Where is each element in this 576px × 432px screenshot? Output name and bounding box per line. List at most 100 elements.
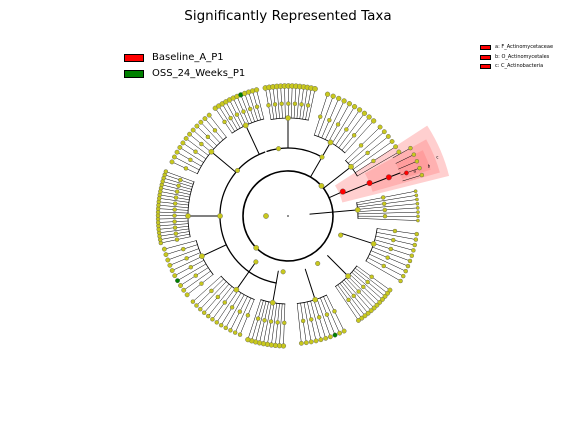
branch-leaf-9-7 [240,94,252,124]
branch-leaf-12-1 [347,131,385,164]
branch-leaf-1-9 [164,240,197,250]
node-family-2-8 [215,294,221,300]
branch-leaf-3-7 [255,300,267,343]
branch-leaf-0-19 [163,177,193,188]
node-family-0-4 [172,225,178,230]
node-family-0-6 [172,219,177,224]
node-leaf-11-2 [336,95,342,102]
clade-swatch-c [480,63,491,69]
node-family-10-2 [272,102,278,107]
node-leaf-1-7 [165,257,171,263]
node-family-10-8 [292,101,298,107]
branch-leaf-4-7 [303,302,312,343]
clade-label-c: c: C_Actinobacteria [495,63,544,69]
node-leaf-12-2 [385,134,391,139]
node-leaf-1-5 [169,268,175,273]
branch-leaf-0-7 [157,218,189,220]
node-leaf-5-9 [362,313,368,319]
branch-leaf-8-11 [208,114,227,138]
branch-leaf-10-1 [268,87,275,120]
node-leaf-6-0 [414,231,419,237]
clade-label-a: a: F_Actinomycetaceae [495,44,554,50]
branch-leaf-0-17 [161,184,192,193]
branch-leaf-10-13 [308,88,316,121]
branch-actinomycetales [343,182,371,195]
node-family-6-6 [385,255,390,260]
branch-leaf-0-11 [158,204,189,208]
node-leaf-8-0 [169,159,175,165]
node-leaf-9-11 [253,87,260,93]
branch-leaf-11-7 [338,113,365,149]
branch-leaf-0-3 [158,228,190,234]
node-family-10-6 [286,101,291,106]
clade-highlight-group: cb a [334,125,450,203]
node-class-top [276,146,282,152]
branch-leaf-8-5 [185,138,209,156]
branch-leaf-9-3 [225,101,241,129]
node-family-5-8 [351,293,356,299]
node-leaf-4-4 [323,335,329,341]
node-leaf-6-9 [398,278,403,284]
node-family-3-0 [282,320,287,326]
node-leaf-4-3 [327,334,333,340]
node-actino-leaf-4 [419,172,425,178]
node-leaf-4-0 [341,328,347,334]
clade-label-b: b: O_Actinomycetales [495,54,550,60]
node-family-4-6 [309,317,314,322]
node-leaf-1-3 [175,278,180,284]
node-family-7-4 [382,207,388,213]
node-leaf-1-6 [167,262,173,268]
node-leaf-4-1 [337,330,343,336]
node-leaf-2-9 [198,307,203,312]
node-root [287,214,290,217]
node-leaf-12-0 [377,124,383,130]
branch-leaf-6-7 [369,253,406,272]
branch-leaf-1-5 [171,256,203,271]
branch-leaf-7-1 [356,195,417,206]
node-order-8 [208,148,215,155]
node-leaf-8-3 [177,145,183,150]
branch-actinomycetaceae [369,172,401,185]
phylum-ring [242,170,334,262]
branch-leaf-7-5 [357,211,419,215]
node-leaf-5-6 [371,305,377,311]
node-family-7-0 [381,195,386,200]
node-leaf-11-8 [366,114,372,120]
node-leaf-6-3 [411,248,416,253]
node-family-8-2 [188,157,193,163]
node-family-6-2 [391,237,396,243]
node-leaf-5-8 [365,310,371,316]
node-family-3-4 [268,319,274,324]
node-actino-leaf-3 [417,165,422,171]
clade-legend-b: b: O_Actinomycetales [480,54,549,60]
node-family-6-0 [392,228,398,234]
node-family-8-6 [199,141,204,147]
node-family-11-2 [327,117,332,123]
node-leaf-7-3 [415,201,420,206]
branch-leaf-7-3 [357,203,418,210]
branch-leaf-12-4 [355,146,396,173]
node-phylum-lower [253,245,259,251]
node-leaf-1-8 [163,252,169,258]
branch-leaf-10-9 [296,86,301,119]
branch-leaf-8-9 [200,122,221,144]
node-actino-leaf-2 [414,159,420,164]
node-class-lower-left [253,259,259,265]
node-family-1-6 [184,256,189,261]
node-leaf-4-5 [318,337,324,343]
branch-leaf-10-11 [302,87,308,120]
branch-leaf-7-2 [357,199,418,208]
clade-sector-b [364,139,440,192]
node-family-8-10 [212,128,218,133]
node-phylum-left [263,213,269,219]
node-leaf-8-10 [202,116,208,122]
clade-sector-c [334,125,450,203]
branch-leaf-7-7 [357,218,419,221]
node-family-5-6 [356,289,361,294]
branch-leaf-1-1 [183,270,211,291]
branch-leaf-0-1 [159,233,190,240]
node-leaf-11-0 [324,91,331,97]
node-family-0-20 [178,177,183,183]
clade-sector-letter-c: c [436,155,438,160]
